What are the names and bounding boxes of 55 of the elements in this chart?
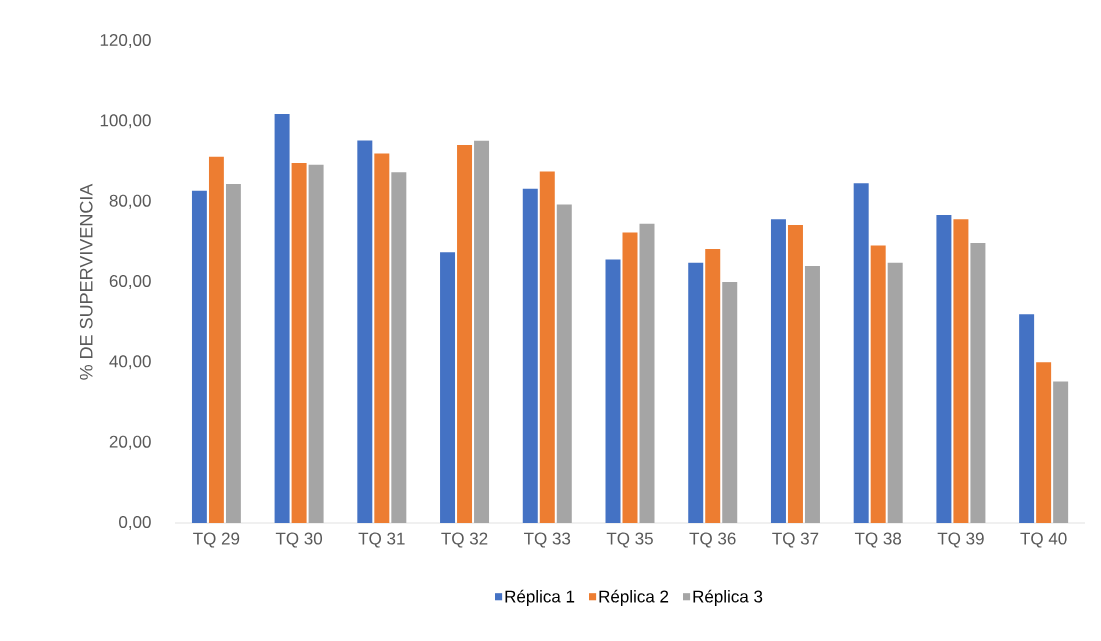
bar (770, 219, 786, 523)
bar (208, 156, 224, 523)
bar (308, 164, 324, 523)
bar (722, 282, 738, 523)
legend-label: Réplica 2 (599, 589, 669, 606)
x-tick-label: TQ 35 (606, 532, 653, 548)
bar (705, 249, 721, 523)
bar (522, 188, 538, 523)
bar (1053, 381, 1069, 523)
y-tick-label: 20,00 (109, 435, 151, 450)
bar (474, 140, 490, 523)
x-tick-label: TQ 31 (358, 532, 405, 548)
bar (357, 140, 373, 523)
bar (787, 224, 803, 523)
bar (556, 204, 572, 523)
x-tick-label: TQ 33 (524, 532, 571, 548)
bar (440, 252, 456, 523)
bar (622, 232, 638, 523)
x-tick-label: TQ 36 (689, 532, 736, 548)
x-tick-label: TQ 38 (854, 532, 902, 548)
legend-label: Réplica 1 (505, 589, 575, 606)
y-tick-label: 0,00 (119, 515, 151, 531)
bar (391, 172, 407, 523)
x-tick-label: TQ 32 (441, 532, 488, 548)
x-tick-label: TQ 29 (193, 532, 240, 548)
bar (639, 223, 655, 523)
bar (1019, 314, 1035, 523)
y-tick-label: 40,00 (109, 355, 151, 370)
bar (936, 214, 952, 523)
x-tick-label: TQ 40 (1020, 532, 1067, 548)
legend-label: Réplica 3 (693, 589, 763, 606)
bar (688, 262, 704, 523)
bar (191, 190, 207, 523)
y-tick-label: 60,00 (109, 274, 151, 290)
bar (853, 183, 869, 523)
y-tick-label: 100,00 (100, 114, 151, 129)
bar (887, 262, 903, 523)
x-tick-label: TQ 39 (937, 532, 984, 548)
bar (539, 171, 555, 523)
bar (274, 114, 290, 523)
bar (870, 245, 886, 523)
bar (1036, 362, 1052, 523)
bar (374, 153, 390, 523)
x-tick-label: TQ 30 (275, 532, 323, 548)
y-axis-title: % DE SUPERVIVENCIA (79, 183, 93, 380)
bar (953, 219, 969, 523)
bar (605, 259, 621, 523)
bar (970, 243, 986, 523)
bar (225, 183, 241, 523)
bar (457, 145, 473, 523)
y-tick-label: 80,00 (109, 194, 151, 209)
x-tick-label: TQ 37 (772, 532, 819, 548)
bar (291, 163, 307, 523)
bar (804, 265, 820, 523)
y-tick-label: 120,00 (100, 33, 151, 49)
